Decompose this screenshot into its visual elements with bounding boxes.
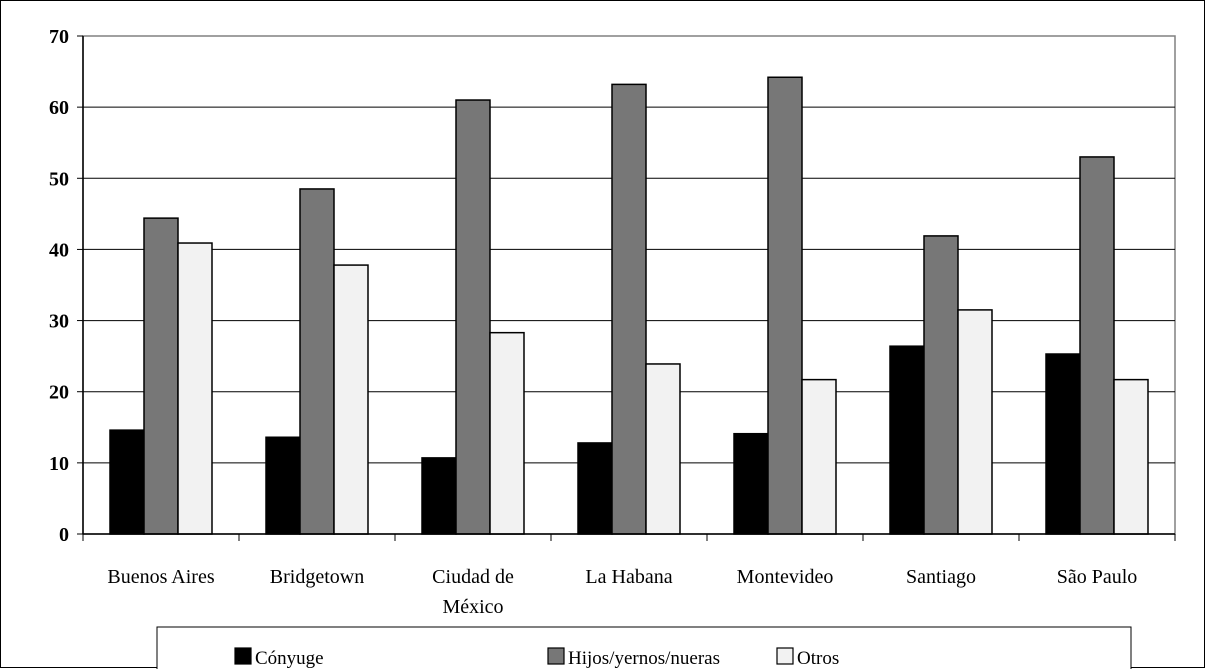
x-category-label: México <box>442 596 503 618</box>
bar-conyuge <box>109 429 145 535</box>
bar-conyuge <box>1045 353 1081 535</box>
bar-otros <box>333 264 369 535</box>
bar-otros <box>645 363 681 535</box>
bar-conyuge <box>421 457 457 535</box>
bar-conyuge <box>733 432 769 535</box>
bar-hijos <box>1079 156 1115 535</box>
bar-hijos <box>455 99 491 535</box>
bar-conyuge <box>265 436 301 535</box>
x-category-label: São Paulo <box>1057 566 1138 588</box>
legend: Cónyuge Hijos/yernos/nueras Otros <box>156 626 1132 669</box>
y-tick-label: 40 <box>49 239 69 261</box>
y-tick-label: 70 <box>49 26 69 48</box>
bar-hijos <box>923 235 959 535</box>
bar-otros <box>957 309 993 535</box>
bar-otros <box>801 378 837 535</box>
y-tick-label: 60 <box>49 97 69 119</box>
bar-hijos <box>143 217 179 535</box>
bar-otros <box>177 242 213 535</box>
x-axis: Buenos Aires Bridgetown Ciudad de México La … <box>82 533 1176 618</box>
legend-label: Hijos/yernos/nueras <box>568 648 720 669</box>
legend-swatch <box>547 647 565 665</box>
x-category-label: Ciudad de <box>432 566 514 588</box>
x-category-label: Bridgetown <box>270 566 364 588</box>
bar-otros <box>1113 378 1149 535</box>
x-category-label: La Habana <box>585 566 672 588</box>
legend-label: Cónyuge <box>255 648 324 669</box>
y-tick-label: 50 <box>49 168 69 190</box>
y-tick-label: 0 <box>59 524 69 546</box>
x-category-label: Buenos Aires <box>107 566 214 588</box>
legend-box <box>156 626 1132 669</box>
y-axis: 0 10 20 30 40 50 60 70 <box>49 26 84 546</box>
y-tick-label: 10 <box>49 453 69 475</box>
bar-conyuge <box>577 442 613 535</box>
bar-hijos <box>299 188 335 535</box>
x-category-label: Santiago <box>906 566 976 588</box>
bar-hijos <box>767 76 803 535</box>
y-tick-label: 20 <box>49 382 69 404</box>
y-tick-label: 30 <box>49 311 69 333</box>
legend-swatch <box>234 647 252 665</box>
legend-label: Otros <box>797 648 839 669</box>
x-category-label: Montevideo <box>737 566 834 588</box>
bar-hijos <box>611 83 647 535</box>
bar-conyuge <box>889 345 925 535</box>
bar-otros <box>489 331 525 535</box>
legend-swatch <box>776 647 794 665</box>
